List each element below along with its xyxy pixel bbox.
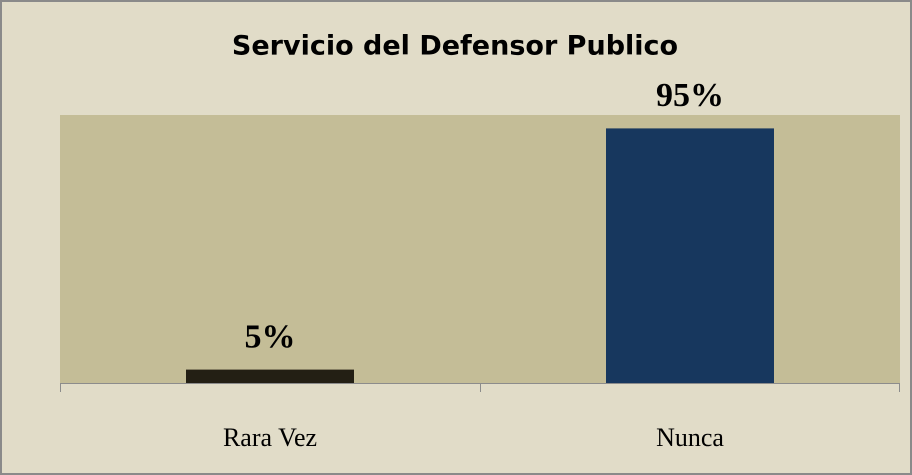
x-tick-label: Rara Vez [223,423,317,452]
bar [606,128,774,383]
x-axis [60,383,900,392]
bar [186,369,354,383]
chart-title: Servicio del Defensor Publico [232,31,678,62]
data-label: 5% [245,318,296,355]
x-tick-label: Nunca [656,423,724,452]
data-label: 95% [656,77,724,114]
